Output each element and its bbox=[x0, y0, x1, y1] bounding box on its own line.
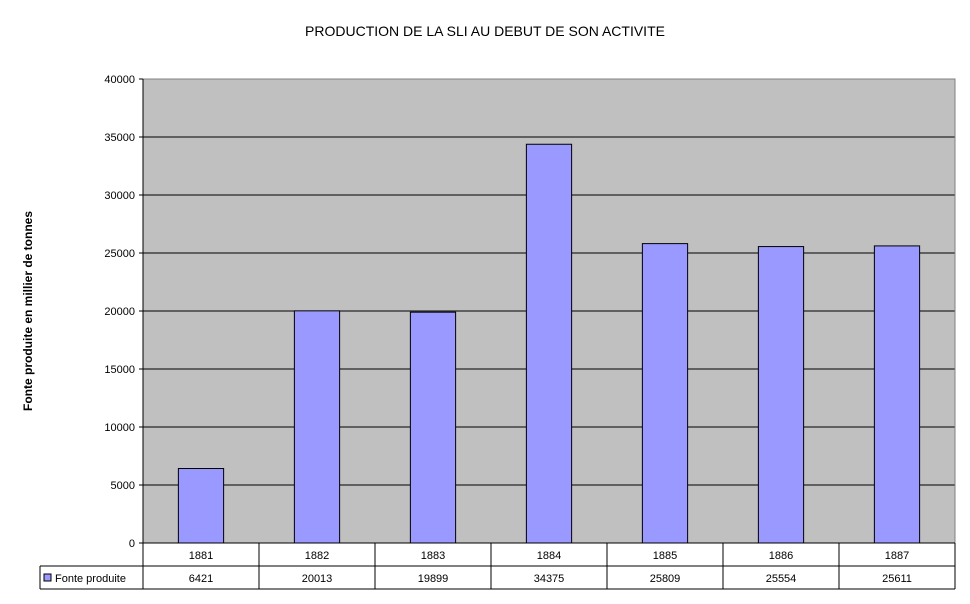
bar bbox=[177, 468, 225, 544]
chart-title: PRODUCTION DE LA SLI AU DEBUT DE SON ACT… bbox=[305, 23, 665, 39]
category-label: 1881 bbox=[189, 550, 213, 562]
y-tick-label: 25000 bbox=[104, 248, 135, 260]
y-tick-label: 20000 bbox=[104, 306, 135, 318]
category-label: 1882 bbox=[305, 550, 329, 562]
data-label: 20013 bbox=[302, 573, 333, 585]
bar bbox=[757, 246, 805, 544]
bar bbox=[525, 143, 573, 544]
data-label: 25611 bbox=[882, 573, 912, 585]
data-label: 25809 bbox=[650, 573, 681, 585]
y-axis-label: Fonte produite en millier de tonnes bbox=[21, 211, 35, 411]
data-table: 1881 6421 1882 20013 1883 19899 1884 34375 1885 2… bbox=[39, 542, 956, 590]
category-label: 1884 bbox=[537, 550, 561, 562]
category-label: 1886 bbox=[769, 550, 793, 562]
category-label: 1887 bbox=[885, 550, 909, 562]
y-tick-label: 40000 bbox=[104, 74, 135, 86]
y-axis-ticks: 0 5000 10000 15000 20000 25000 30000 35000 40000 bbox=[104, 74, 144, 550]
data-label: 34375 bbox=[534, 573, 565, 585]
bar bbox=[293, 310, 341, 544]
y-tick-label: 10000 bbox=[104, 422, 135, 434]
data-label: 19899 bbox=[418, 573, 449, 585]
legend-label: Fonte produite bbox=[55, 573, 126, 585]
y-tick-label: 5000 bbox=[111, 480, 135, 492]
bar bbox=[873, 245, 921, 544]
category-label: 1883 bbox=[421, 550, 445, 562]
y-tick-label: 15000 bbox=[104, 364, 135, 376]
bar bbox=[409, 311, 457, 544]
bars bbox=[177, 143, 921, 544]
y-tick-label: 30000 bbox=[104, 190, 135, 202]
legend-key bbox=[43, 573, 52, 582]
category-label: 1885 bbox=[653, 550, 677, 562]
y-tick-label: 0 bbox=[129, 538, 135, 550]
bar bbox=[641, 243, 689, 544]
data-label: 25554 bbox=[766, 573, 797, 585]
data-label: 6421 bbox=[189, 573, 213, 585]
y-tick-label: 35000 bbox=[104, 132, 135, 144]
